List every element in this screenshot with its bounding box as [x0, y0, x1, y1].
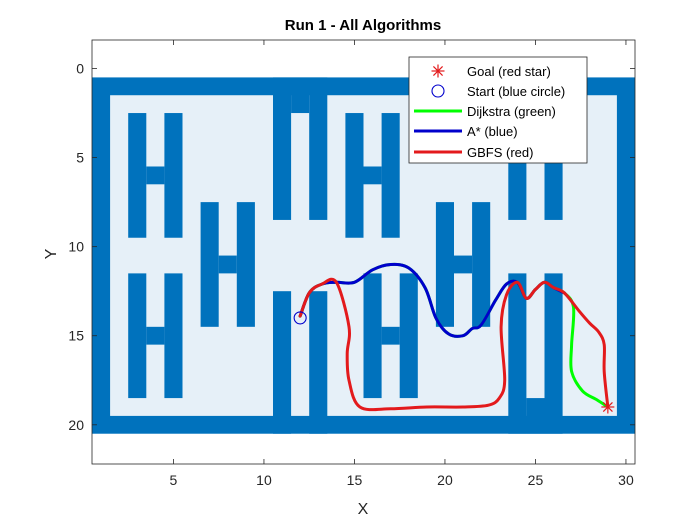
x-tick-label: 25 — [528, 472, 544, 488]
obstacle — [526, 398, 545, 434]
obstacle — [164, 113, 183, 238]
y-tick-label: 0 — [76, 61, 84, 77]
x-tick-label: 30 — [618, 472, 634, 488]
legend-item-start: Start (blue circle) — [431, 84, 565, 99]
obstacle — [472, 202, 491, 327]
obstacle — [508, 273, 527, 434]
series-layer — [298, 262, 610, 412]
obstacle — [363, 166, 382, 185]
legend-item-dijkstra: Dijkstra (green) — [414, 104, 556, 119]
legend-swatch — [432, 65, 444, 77]
obstacle — [309, 291, 328, 434]
x-axis-label: X — [358, 501, 369, 518]
x-tick-label: 5 — [170, 472, 178, 488]
y-tick-label: 10 — [68, 239, 84, 255]
legend-label: A* (blue) — [467, 124, 518, 139]
marker-layer — [293, 311, 615, 414]
x-tick-label: 20 — [437, 472, 453, 488]
y-axis-label: Y — [43, 248, 60, 259]
start-marker — [293, 311, 307, 325]
ticks-layer: 5 10 15 20 25 30 0 5 10 15 20 — [68, 40, 635, 488]
y-tick-label: 20 — [68, 417, 84, 433]
legend-swatch — [431, 84, 445, 98]
legend-item-goal: Goal (red star) — [431, 64, 551, 79]
obstacle — [544, 273, 563, 434]
y-tick-label: 5 — [76, 150, 84, 166]
obstacle — [273, 291, 292, 434]
x-tick-label: 15 — [347, 472, 363, 488]
legend-label: Dijkstra (green) — [467, 104, 556, 119]
chart-title: Run 1 - All Algorithms — [285, 17, 441, 34]
obstacle — [381, 326, 400, 345]
obstacle — [454, 255, 473, 274]
obstacle — [146, 166, 165, 185]
axes-box — [91, 39, 636, 465]
obstacle — [218, 255, 237, 274]
goal-marker — [601, 400, 615, 414]
obstacle — [128, 113, 147, 238]
obstacle — [164, 273, 183, 399]
obstacle — [399, 273, 418, 399]
obstacle — [291, 77, 310, 114]
legend-item-gbfs: GBFS (red) — [414, 145, 533, 160]
obstacle — [273, 77, 292, 220]
obstacle — [128, 273, 147, 399]
obstacle — [363, 273, 382, 399]
obstacle — [146, 326, 165, 345]
legend-label: Start (blue circle) — [467, 84, 565, 99]
gbfs-path — [298, 277, 610, 412]
x-tick-label: 10 — [256, 472, 272, 488]
obstacle — [435, 202, 454, 327]
obstacle — [345, 113, 364, 238]
obstacle — [200, 202, 219, 327]
obstacle — [381, 113, 400, 238]
legend: Goal (red star) Start (blue circle) Dijkst… — [408, 56, 588, 164]
obstacle — [309, 77, 328, 220]
legend-item-astar: A* (blue) — [414, 124, 518, 139]
y-tick-label: 15 — [68, 328, 84, 344]
obstacle — [236, 202, 255, 327]
legend-label: Goal (red star) — [467, 64, 551, 79]
legend-label: GBFS (red) — [467, 145, 533, 160]
